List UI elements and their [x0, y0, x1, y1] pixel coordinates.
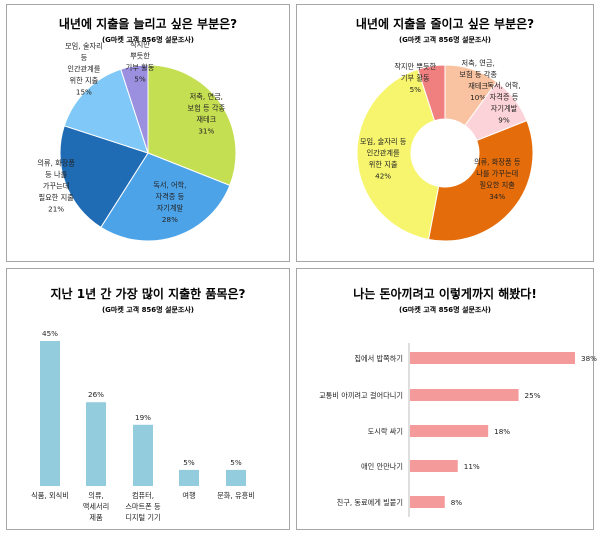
spend-less-panel: 내년에 지출을 줄이고 싶은 부분은? (G마켓 고객 856명 설문조사) 저…	[296, 4, 594, 262]
category-label: 도시락 싸기	[368, 427, 403, 436]
chart-title: 내년에 지출을 늘리고 싶은 부분은?	[58, 17, 238, 31]
bar-value-label: 5%	[230, 458, 242, 467]
pie-slice	[427, 119, 534, 242]
slice-label: 의류, 화장품 등 나를 가꾸는데 필요한 지출 21%	[37, 159, 75, 214]
chart-subtitle: (G마켓 고객 856명 설문조사)	[398, 36, 492, 44]
chart-title: 내년에 지출을 줄이고 싶은 부분은?	[355, 17, 535, 31]
top-spending-bar-chart: 45% 식품, 외식비 26% 의류, 액세서리 제품 19% 컴퓨터, 스마트폰 등 디지털 기…	[31, 329, 255, 522]
category-label: 친구, 동료에게 빌붙기	[337, 498, 403, 507]
bar-value-label: 18%	[494, 427, 510, 436]
category-label: 의류, 액세서리 제품	[83, 491, 109, 522]
bar	[40, 341, 60, 486]
bar	[86, 402, 106, 486]
category-label: 집에서 밥쪽하기	[354, 354, 403, 363]
bar-value-label: 11%	[464, 462, 480, 471]
bar	[410, 496, 445, 508]
category-label: 컴퓨터, 스마트폰 등 디지털 기기	[125, 491, 161, 522]
bar	[410, 389, 519, 401]
pie-slice	[356, 68, 440, 241]
spend-more-pie-chart: 저축, 연금, 보험 등 각종 재테크 31% 독서, 어학, 자격증 등 자기계발 28% 의…	[37, 40, 237, 242]
chart-subtitle: (G마켓 고객 856명 설문조사)	[101, 36, 195, 44]
slice-label: 작지만 뿌듯한 기부 활동 5%	[126, 40, 155, 84]
pie-slice	[100, 152, 231, 242]
bar	[179, 469, 199, 486]
category-label: 교통비 아끼려고 걸어다니기	[319, 391, 403, 400]
slice-label: 독서, 어학, 자격증 등 자기계발 28%	[153, 180, 186, 224]
bar	[410, 460, 458, 472]
slice-label: 모임, 술자리 등 인간관계를 위한 지출 15%	[65, 41, 103, 96]
bar	[133, 424, 153, 486]
category-label: 애인 안만나기	[361, 462, 403, 471]
bar	[410, 352, 575, 364]
bar-value-label: 19%	[135, 413, 151, 422]
bar-value-label: 8%	[451, 498, 463, 507]
chart-subtitle: (G마켓 고객 856명 설문조사)	[398, 306, 492, 314]
pie-slice	[147, 64, 237, 187]
top-spending-panel: 지난 1년 간 가장 많이 지출한 품목은? (G마켓 고객 856명 설문조사…	[6, 268, 290, 530]
bar-value-label: 25%	[525, 391, 541, 400]
saving-habits-bar-chart: 38% 집에서 밥쪽하기 25% 교통비 아끼려고 걸어다니기 18% 도시락 싸기 11%…	[319, 343, 597, 517]
chart-title: 지난 1년 간 가장 많이 지출한 품목은?	[50, 287, 246, 301]
spend-less-donut-chart: 저축, 연금, 보험 등 각종 재테크 10%독서, 어학, 자격증 등 자기계발 9% 의류…	[356, 58, 534, 242]
category-label: 식품, 외식비	[31, 491, 69, 500]
slice-label: 모임, 술자리 등 인간관계를 위한 지출 42%	[360, 137, 407, 181]
chart-title: 나는 돈아끼려고 이렇게까지 해봤다!	[353, 287, 537, 301]
pie-slice	[120, 64, 149, 154]
bar-value-label: 26%	[88, 390, 104, 399]
category-label: 문화, 유흥비	[217, 491, 255, 500]
slice-label: 독서, 어학, 자격증 등 자기계발 9%	[487, 81, 520, 125]
slice-label: 작지만 뿌듯한 기부 활동 5%	[394, 62, 436, 94]
slice-label: 저축, 연금, 보험 등 각종 재테크 31%	[187, 92, 225, 136]
bar-value-label: 45%	[42, 329, 58, 338]
pie-slice	[417, 64, 446, 122]
category-label: 여행	[182, 491, 195, 500]
spend-more-panel: 내년에 지출을 늘리고 싶은 부분은? (G마켓 고객 856명 설문조사) 저…	[6, 4, 290, 262]
pie-slice	[59, 125, 149, 228]
bar	[410, 425, 489, 437]
bar	[226, 469, 246, 486]
slice-label: 저축, 연금, 보험 등 각종 재테크 10%	[459, 58, 497, 102]
pie-slice	[63, 68, 149, 154]
bar-value-label: 5%	[183, 458, 195, 467]
bar-value-label: 38%	[581, 354, 597, 363]
chart-subtitle: (G마켓 고객 856명 설문조사)	[101, 306, 195, 314]
slice-label: 의류, 화장품 등 나를 가꾸는데 필요한 지출 34%	[474, 157, 521, 201]
saving-habits-panel: 나는 돈아끼려고 이렇게까지 해봤다! (G마켓 고객 856명 설문조사) 3…	[296, 268, 597, 530]
